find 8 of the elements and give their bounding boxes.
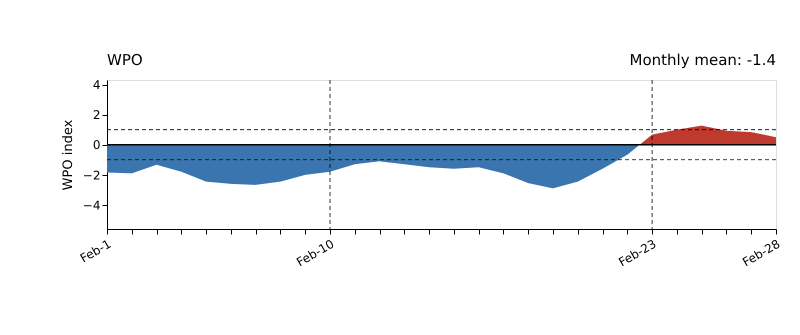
y-tick-label: −2 <box>82 168 100 182</box>
chart-title: WPO <box>107 51 143 69</box>
text: Monthly mean: -1.4 <box>630 51 776 69</box>
y-tick-label: 4 <box>92 78 100 92</box>
y-tick-label: 0 <box>92 138 100 152</box>
y-tick-label: −4 <box>82 198 100 212</box>
y-axis-title: WPO index <box>60 119 76 190</box>
y-tick-label: 2 <box>92 108 100 122</box>
